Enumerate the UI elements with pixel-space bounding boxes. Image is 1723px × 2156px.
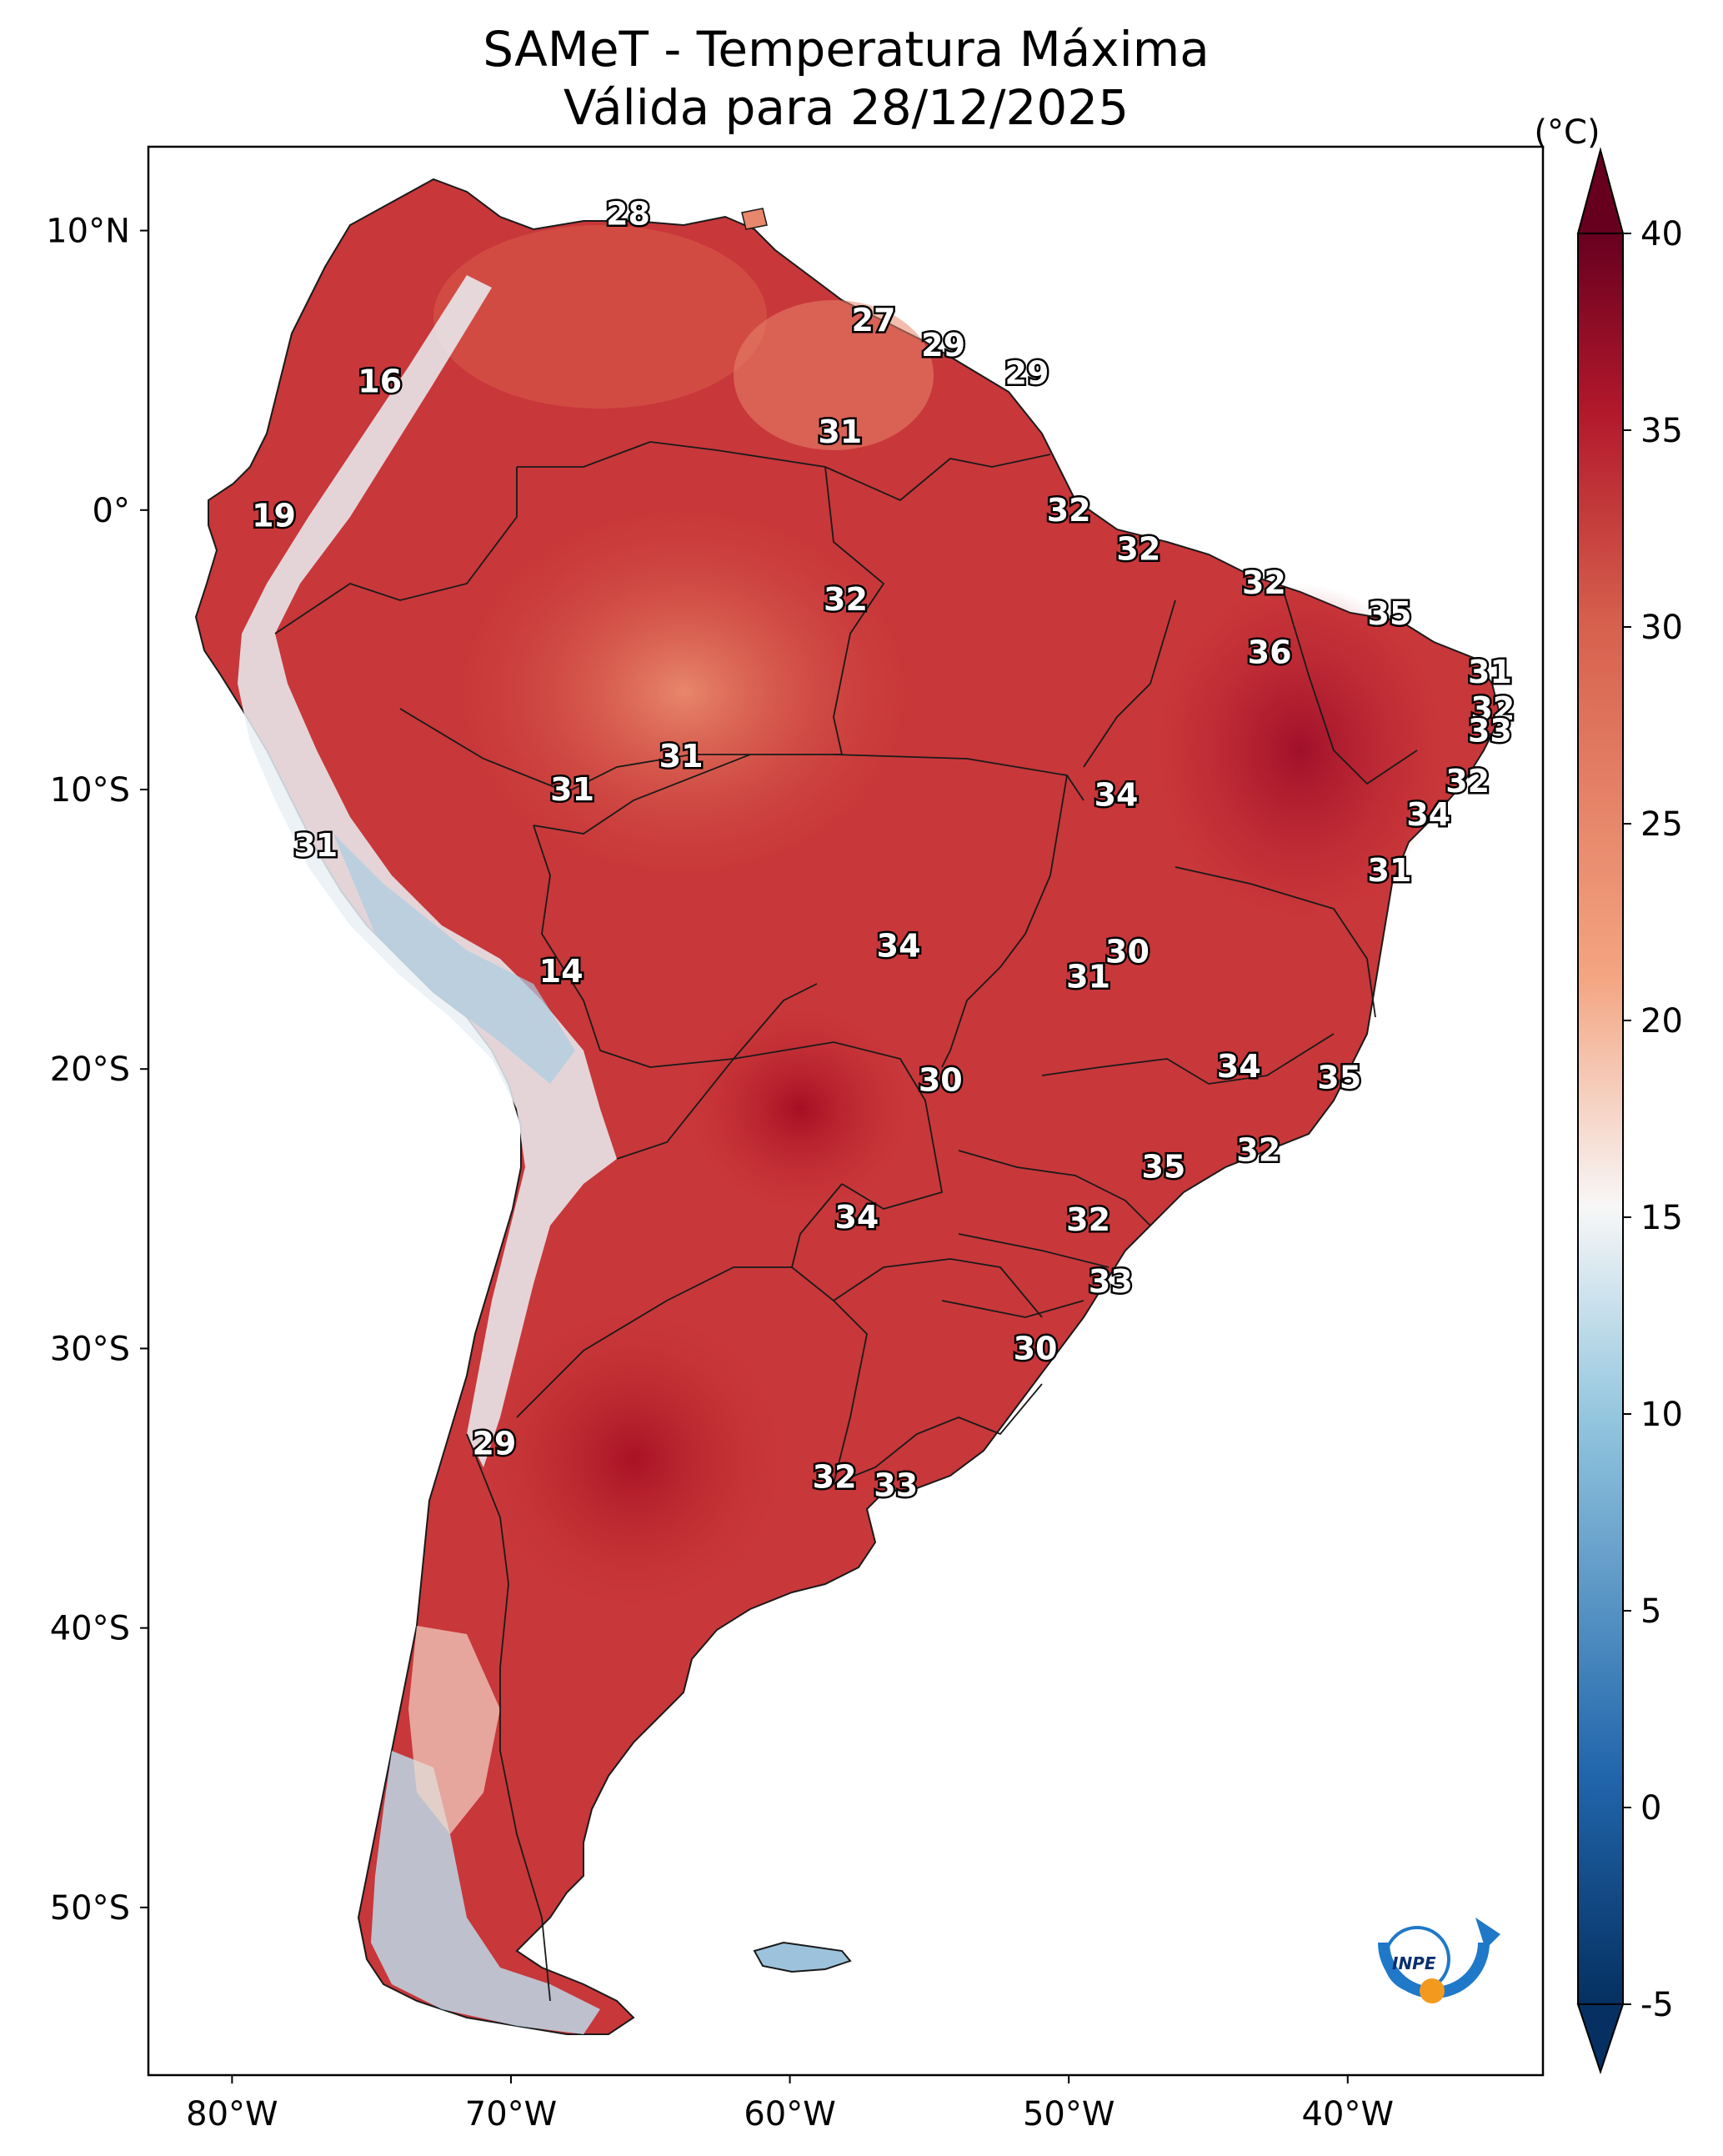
colorbar-tick-label: 10 [1640, 1396, 1683, 1434]
station-temperature-label: 29 [921, 327, 965, 364]
station-temperature-label: 31 [659, 738, 704, 775]
lon-tick-label: 70°W [465, 2095, 557, 2133]
map-title: SAMeT - Temperatura Máxima [483, 21, 1210, 78]
station-temperature-label: 34 [1406, 796, 1450, 833]
station-temperature-label: 31 [1066, 959, 1110, 995]
colorbar-top-extension [1576, 147, 1625, 234]
station-temperature-label: 34 [1217, 1048, 1261, 1085]
station-temperature-label: 32 [813, 1459, 857, 1496]
station-temperature-label: 30 [919, 1062, 963, 1099]
station-temperature-label: 33 [874, 1467, 918, 1504]
lon-tick-label: 60°W [744, 2095, 835, 2133]
station-temperature-label: 16 [358, 364, 402, 400]
station-temperature-label: 35 [1317, 1059, 1361, 1096]
station-temperature-label: 31 [1368, 852, 1412, 889]
station-temperature-label: 32 [1116, 531, 1160, 568]
colorbar-tick-label: 40 [1640, 215, 1683, 253]
patagonia-cold-band [371, 1751, 600, 2034]
lon-tick-label: 80°W [186, 2095, 278, 2133]
colorbar-tick-label: -5 [1640, 1986, 1674, 2024]
falkland-islands [753, 1941, 852, 1973]
station-temperature-label: 32 [1445, 763, 1490, 800]
station-temperature-label: 33 [1468, 713, 1512, 750]
colorbar-tick-label: 25 [1640, 805, 1683, 844]
station-temperature-label: 29 [1005, 355, 1049, 392]
colorbar-tick-label: 35 [1640, 412, 1683, 450]
latitude-axis: 10°N 0° 10°S 20°S 30°S 40°S 50°S [46, 213, 148, 1928]
station-temperature-label: 32 [1236, 1131, 1280, 1168]
pampa-hot-spot [483, 1309, 784, 1609]
station-temperature-label: 31 [1468, 654, 1512, 690]
station-temperature-label: 30 [1014, 1330, 1058, 1366]
guiana-mild-area [734, 300, 934, 450]
colorbar-ticks: 40 35 30 25 20 15 10 5 0 -5 [1623, 215, 1683, 2024]
southern-andes-pale [408, 1626, 500, 1834]
lat-tick-label: 0° [93, 492, 130, 530]
station-temperature-label: 31 [818, 414, 862, 450]
station-temperature-label: 32 [1242, 564, 1286, 601]
inpe-logo: INPE [1378, 1918, 1500, 2003]
lon-tick-label: 40°W [1302, 2095, 1394, 2133]
country-borders [274, 441, 1418, 2002]
station-temperature-label: 32 [1047, 492, 1091, 529]
colorbar-tick-label: 30 [1640, 609, 1683, 647]
northeast-hot-spot [1159, 584, 1442, 917]
station-temperature-label: 35 [1141, 1149, 1185, 1186]
lat-tick-label: 50°S [50, 1889, 130, 1928]
station-temperature-label: 36 [1248, 634, 1292, 671]
andes-cold-band [238, 275, 617, 1467]
station-temperature-label: 31 [293, 827, 338, 864]
station-temperature-label: 14 [539, 953, 584, 990]
station-temperature-label: 27 [852, 302, 896, 338]
plot-frame [147, 145, 1545, 2077]
colorbar-bottom-extension [1576, 2003, 1625, 2075]
continent-layer [194, 178, 1502, 2035]
station-temperature-label: 34 [877, 928, 921, 965]
station-temperature-label: 30 [1105, 933, 1150, 970]
colorbar-tick-label: 15 [1640, 1199, 1683, 1237]
station-temperature-label: 19 [252, 497, 296, 534]
lat-tick-label: 10°N [46, 213, 130, 251]
station-temperature-label: 31 [550, 771, 594, 808]
colorbar-tick-label: 5 [1640, 1592, 1661, 1631]
inpe-logo-text: INPE [1392, 1953, 1436, 1973]
lat-tick-label: 10°S [50, 771, 130, 810]
venezuela-warm-area [433, 225, 767, 409]
inpe-logo-dot [1420, 1978, 1445, 2003]
station-temperature-label: 34 [834, 1199, 879, 1236]
station-temperature-label: 32 [824, 581, 868, 618]
trinidad-island [741, 208, 768, 230]
lat-tick-label: 30°S [50, 1330, 130, 1368]
chaco-hot-spot [692, 1009, 909, 1209]
station-temperature-label: 35 [1368, 595, 1412, 632]
lat-tick-label: 20°S [50, 1050, 130, 1089]
station-temperature-label: 33 [1089, 1263, 1133, 1300]
colorbar-tick-label: 0 [1640, 1789, 1661, 1828]
colorbar-unit-label: (°C) [1534, 113, 1600, 152]
lon-tick-label: 50°W [1023, 2095, 1114, 2133]
map-subtitle: Válida para 28/12/2025 [563, 79, 1129, 136]
colorbar-tick-label: 20 [1640, 1002, 1683, 1040]
station-temperature-label: 28 [606, 195, 650, 232]
station-temperature-label: 32 [1470, 690, 1515, 727]
colorbar: 40 35 30 25 20 15 10 5 0 -5 (°C) [1534, 113, 1683, 2075]
lat-tick-label: 40°S [50, 1610, 130, 1648]
amazon-mild-area [450, 500, 917, 884]
colorbar-gradient [1577, 233, 1624, 2005]
station-temperature-label: 32 [1066, 1201, 1110, 1238]
andes-blue-core [333, 834, 575, 1084]
station-temperature-label: 34 [1094, 777, 1139, 814]
longitude-axis: 80°W 70°W 60°W 50°W 40°W [186, 2075, 1394, 2133]
station-temperature-label: 29 [472, 1425, 516, 1462]
